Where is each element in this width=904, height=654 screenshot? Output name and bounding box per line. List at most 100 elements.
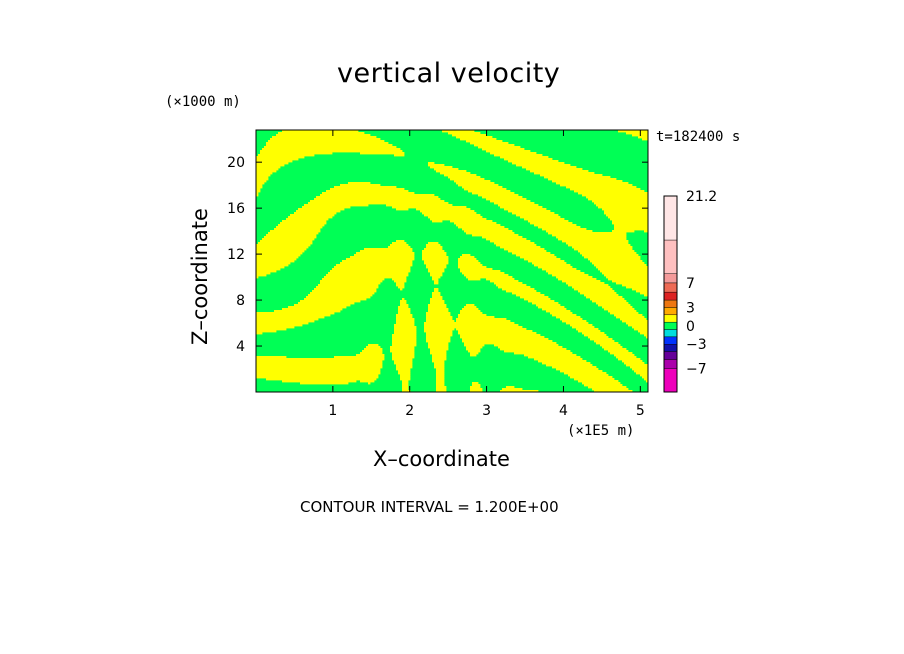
- field-cell: [256, 166, 281, 169]
- field-cell: [396, 284, 405, 287]
- field-cell: [562, 280, 601, 283]
- field-cell: [436, 382, 445, 385]
- field-cell: [604, 274, 648, 277]
- field-cell: [256, 178, 269, 181]
- field-cell: [266, 142, 389, 145]
- field-cell: [580, 292, 617, 295]
- field-cell: [556, 316, 581, 319]
- field-cell: [604, 210, 648, 213]
- field-cell: [420, 210, 475, 213]
- field-cell: [436, 378, 445, 381]
- field-cell: [524, 298, 551, 301]
- field-cell: [430, 300, 445, 303]
- field-cell: [426, 244, 441, 247]
- x-tick-label: 4: [559, 403, 568, 419]
- field-cell: [256, 372, 381, 375]
- y-tick-label: 16: [227, 201, 245, 217]
- field-cell: [502, 388, 523, 391]
- field-cell: [256, 312, 335, 315]
- field-cell: [422, 258, 449, 261]
- field-cell: [436, 380, 445, 383]
- field-cell: [504, 350, 571, 353]
- chart-title: vertical velocity: [337, 58, 561, 89]
- field-cell: [390, 346, 415, 349]
- field-cell: [528, 356, 581, 359]
- field-cell: [462, 338, 549, 341]
- field-cell: [398, 312, 411, 315]
- field-cell: [392, 338, 417, 341]
- field-cell: [310, 292, 375, 295]
- field-cell: [396, 364, 413, 367]
- field-cell: [458, 258, 477, 261]
- field-cell: [424, 324, 519, 327]
- field-cell: [394, 360, 413, 363]
- field-cell: [546, 270, 581, 273]
- field-cell: [430, 298, 443, 301]
- field-cell: [548, 178, 617, 181]
- field-cell: [614, 314, 643, 317]
- field-cell: [598, 268, 648, 271]
- field-cell: [432, 294, 441, 297]
- field-cell: [256, 326, 295, 329]
- field-cell: [430, 218, 487, 221]
- field-cell: [642, 138, 648, 141]
- field-cell: [592, 200, 648, 203]
- field-cell: [256, 358, 385, 361]
- field-cell: [466, 304, 475, 307]
- field-cell: [546, 310, 571, 313]
- field-cell: [260, 240, 313, 243]
- field-cell: [426, 246, 443, 249]
- field-cell: [610, 312, 639, 315]
- field-cell: [264, 146, 397, 149]
- field-cell: [340, 184, 381, 187]
- field-cell: [304, 204, 369, 207]
- field-cell: [392, 278, 407, 281]
- field-cell: [330, 188, 405, 191]
- field-cell: [574, 378, 615, 381]
- field-cell: [462, 228, 509, 231]
- field-cell: [560, 184, 633, 187]
- field-cell: [402, 384, 409, 387]
- field-cell: [366, 346, 381, 349]
- field-cell: [432, 278, 439, 281]
- field-cell: [430, 350, 447, 353]
- field-cell: [582, 254, 639, 257]
- field-cell: [598, 206, 648, 209]
- field-cell: [542, 308, 567, 311]
- field-cell: [434, 282, 439, 285]
- field-cell: [430, 348, 449, 351]
- field-cell: [612, 220, 648, 223]
- x-tick-label: 1: [328, 403, 337, 419]
- field-cell: [530, 222, 573, 225]
- field-cell: [428, 242, 439, 245]
- field-cell: [256, 180, 267, 183]
- field-cell: [468, 278, 481, 281]
- field-cell: [362, 350, 383, 353]
- field-cell: [606, 276, 648, 279]
- field-cell: [556, 182, 629, 185]
- field-cell: [470, 354, 477, 357]
- field-cell: [570, 376, 613, 379]
- field-cell: [340, 262, 413, 265]
- field-cell: [402, 388, 409, 391]
- field-cell: [256, 270, 277, 273]
- field-cell: [266, 144, 393, 147]
- field-cell: [356, 354, 385, 357]
- field-cell: [564, 372, 607, 375]
- field-cell: [578, 380, 619, 383]
- field-cell: [312, 290, 377, 293]
- field-cell: [568, 244, 631, 247]
- field-cell: [498, 204, 539, 207]
- field-cell: [326, 274, 409, 277]
- field-cell: [316, 286, 379, 289]
- field-cell: [256, 168, 279, 171]
- field-cell: [498, 286, 531, 289]
- field-cell: [436, 390, 447, 392]
- field-cell: [436, 170, 467, 173]
- y-tick-label: 8: [236, 293, 245, 309]
- field-cell: [416, 208, 471, 211]
- field-cell: [640, 374, 648, 377]
- field-cell: [256, 274, 267, 277]
- field-cell: [450, 220, 493, 223]
